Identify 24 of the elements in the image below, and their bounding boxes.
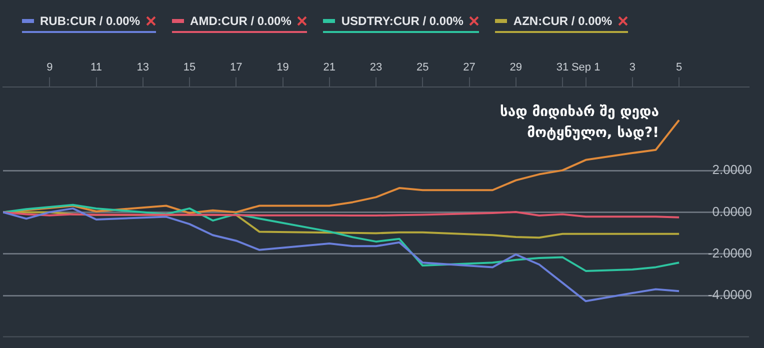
x-tick-label: 9 (46, 62, 53, 74)
legend-label: RUB:CUR / 0.00% (40, 14, 140, 28)
legend-label: AMD:CUR / 0.00% (190, 14, 292, 28)
x-tick-label: 19 (276, 62, 289, 74)
y-tick-label: 2.0000 (712, 162, 752, 178)
y-tick-label: 0.0000 (712, 204, 752, 219)
x-tick-label: Sep 1 (571, 62, 600, 74)
y-tick-label: -4.0000 (708, 287, 752, 302)
x-tick-label: 15 (183, 62, 196, 74)
x-tick-label: 3 (629, 62, 636, 74)
x-tick-label: 17 (230, 62, 242, 74)
x-tick-label: 5 (676, 62, 682, 74)
y-tick-label: -2.0000 (708, 245, 752, 260)
x-tick-label: 11 (90, 62, 102, 74)
x-tick-label: 13 (136, 62, 149, 74)
legend-label: AZN:CUR / 0.00% (513, 14, 612, 28)
x-tick-label: 27 (463, 62, 476, 74)
x-tick-label: 29 (510, 62, 522, 74)
x-tick-label: 31 (556, 62, 569, 74)
legend-label: USDTRY:CUR / 0.00% (341, 14, 464, 28)
annotation: სად მიდიხარ შე დედა მოტყნულო, სად?! (500, 104, 660, 141)
x-tick-label: 21 (323, 62, 336, 74)
x-tick-label: 23 (370, 62, 382, 74)
x-tick-label: 25 (416, 62, 429, 74)
